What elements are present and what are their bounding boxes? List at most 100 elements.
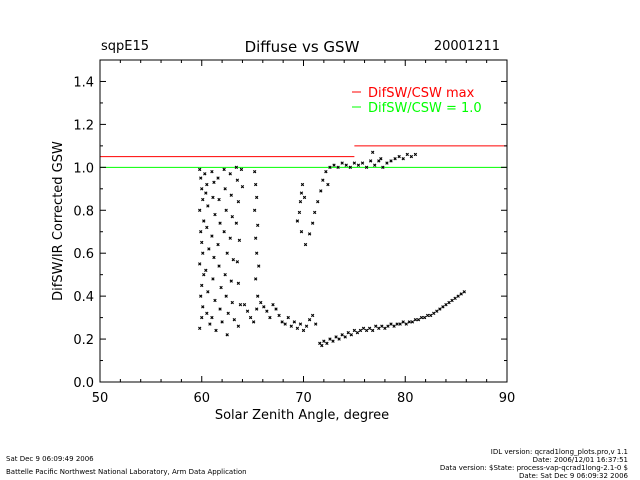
data-point <box>198 262 202 266</box>
data-point <box>320 343 324 348</box>
data-point <box>200 315 204 320</box>
data-point <box>205 225 209 230</box>
data-point <box>401 157 405 161</box>
data-point <box>397 154 401 159</box>
data-point <box>459 292 463 296</box>
y-tick-label: 1.2 <box>73 118 94 133</box>
data-point <box>198 167 202 172</box>
data-point <box>352 161 357 165</box>
data-point <box>348 165 352 170</box>
data-point <box>200 283 204 288</box>
data-point <box>374 324 378 328</box>
data-point <box>304 324 309 328</box>
data-point <box>419 315 424 320</box>
data-point <box>425 313 430 318</box>
data-point <box>256 294 260 298</box>
data-point <box>236 324 241 328</box>
data-point <box>325 341 329 346</box>
data-point <box>228 236 232 240</box>
data-point <box>224 208 228 212</box>
data-point <box>314 322 318 326</box>
data-point <box>319 189 323 193</box>
data-point <box>352 328 357 333</box>
data-point <box>234 221 239 225</box>
data-point <box>389 322 393 326</box>
data-point <box>450 298 454 303</box>
data-point <box>198 326 202 331</box>
data-point <box>200 240 204 245</box>
data-point <box>245 309 250 313</box>
data-point <box>239 167 244 172</box>
date-label: 20001211 <box>434 39 500 54</box>
data-point <box>262 305 266 309</box>
data-point <box>307 318 312 322</box>
data-point <box>435 309 439 313</box>
data-point <box>371 150 375 154</box>
data-point <box>349 333 354 337</box>
data-point <box>238 303 243 307</box>
data-point <box>389 159 393 163</box>
data-point <box>328 165 332 170</box>
data-point <box>232 318 236 322</box>
data-point <box>441 305 445 309</box>
data-point <box>253 236 258 240</box>
data-point <box>217 264 221 268</box>
data-point <box>213 298 217 303</box>
data-point <box>211 277 215 281</box>
data-point <box>361 326 366 331</box>
y-axis-ticks: 0.0 0.2 0.4 0.6 0.8 1.0 1.2 1.4 <box>73 59 507 391</box>
data-point <box>346 330 350 335</box>
data-point <box>280 320 284 324</box>
data-point <box>383 326 387 331</box>
data-point <box>257 264 261 268</box>
data-point <box>222 167 226 172</box>
data-point <box>208 322 212 326</box>
data-point <box>202 219 206 223</box>
legend-label: DifSW/CSW = 1.0 <box>368 101 482 116</box>
data-point <box>393 157 397 161</box>
data-point <box>213 212 217 217</box>
y-tick-label: 0.6 <box>73 247 94 262</box>
data-point <box>343 335 347 339</box>
data-point <box>340 161 344 165</box>
data-point <box>210 169 214 174</box>
data-point <box>210 234 214 238</box>
data-point <box>228 172 232 176</box>
data-point <box>212 255 216 260</box>
data-point <box>289 324 293 328</box>
data-point <box>271 303 275 307</box>
data-point <box>401 320 405 324</box>
data-point <box>336 165 340 170</box>
data-point <box>334 335 338 339</box>
x-axis-ticks: 50 60 70 80 90 <box>92 60 515 406</box>
data-point <box>206 204 210 208</box>
data-point <box>218 307 222 311</box>
data-point <box>199 176 203 180</box>
data-point <box>364 328 369 333</box>
data-point <box>404 322 408 326</box>
data-point <box>292 320 297 324</box>
data-point <box>230 300 234 305</box>
data-point <box>297 210 302 215</box>
data-point <box>367 326 372 331</box>
data-point <box>200 187 204 191</box>
footer-idl-version: IDL version: qcrad1long_plots.pro,v 1.1 <box>490 448 628 456</box>
data-point <box>422 315 427 320</box>
data-point <box>410 320 415 324</box>
data-point <box>236 199 241 204</box>
data-point <box>386 324 390 328</box>
data-point <box>225 251 229 255</box>
x-axis-label: Solar Zenith Angle, degree <box>215 408 389 423</box>
data-point <box>326 182 330 187</box>
data-point <box>344 163 348 167</box>
legend-label: DifSW/CSW max <box>368 86 475 101</box>
data-point <box>462 290 466 294</box>
data-point <box>453 296 457 300</box>
data-point <box>268 315 272 320</box>
data-point <box>223 187 227 191</box>
data-point <box>379 157 383 161</box>
data-point <box>216 176 220 180</box>
data-point <box>225 333 229 337</box>
site-label: sqpE15 <box>101 39 149 54</box>
